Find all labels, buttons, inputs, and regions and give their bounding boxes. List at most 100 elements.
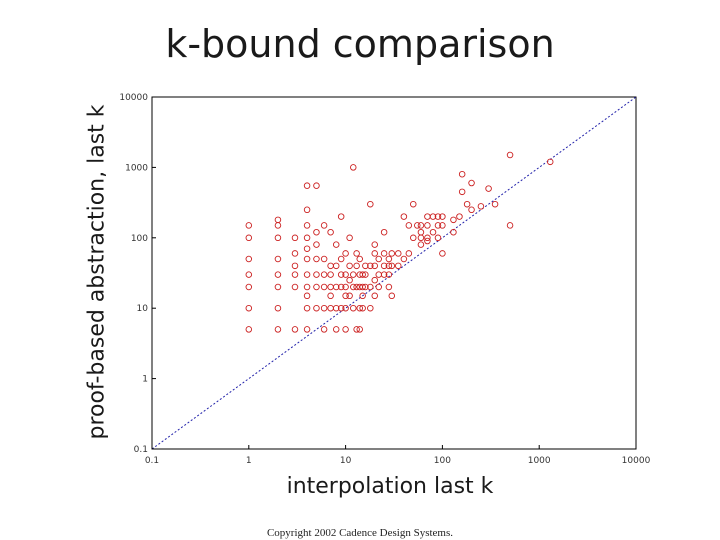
- scatter-point: [424, 234, 431, 242]
- scatter-point: [327, 228, 334, 236]
- scatter-point: [400, 213, 408, 220]
- scatter-point: [291, 271, 299, 278]
- scatter-point: [346, 262, 353, 270]
- scatter-point: [367, 304, 374, 312]
- copyright-text: Copyright 2002 Cadence Design Systems.: [266, 527, 454, 539]
- scatter-point: [410, 200, 417, 208]
- scatter-point: [332, 326, 340, 333]
- scatter-point: [327, 262, 334, 270]
- scatter-point: [327, 292, 334, 300]
- scatter-point: [424, 237, 431, 245]
- scatter-point: [380, 228, 388, 236]
- y-tick-label: 100: [131, 234, 148, 244]
- scatter-point: [303, 271, 311, 278]
- scatter-point: [353, 250, 360, 257]
- scatter-point: [313, 304, 320, 312]
- scatter-point: [337, 213, 345, 220]
- scatter-point: [458, 188, 466, 196]
- scatter-point: [245, 304, 253, 312]
- scatter-point: [320, 271, 328, 278]
- scatter-point: [429, 228, 437, 236]
- scatter-point: [313, 283, 320, 291]
- scatter-point: [350, 271, 357, 278]
- scatter-point: [424, 222, 431, 229]
- scatter-point: [303, 292, 311, 300]
- scatter-point: [375, 283, 382, 291]
- scatter-point: [313, 228, 320, 236]
- scatter-point: [439, 213, 446, 220]
- scatter-point: [245, 255, 253, 263]
- scatter-point: [353, 262, 360, 270]
- scatter-point: [303, 234, 311, 242]
- scatter-point: [375, 255, 382, 263]
- x-axis-label: interpolation last k: [286, 474, 494, 499]
- scatter-point: [371, 250, 378, 257]
- x-tick-label: 0.1: [145, 456, 159, 466]
- scatter-point: [342, 271, 349, 278]
- scatter-point: [303, 304, 311, 312]
- scatter-point: [332, 283, 340, 291]
- scatter-point: [327, 283, 334, 291]
- scatter-point: [388, 292, 396, 300]
- scatter-point: [362, 271, 369, 278]
- scatter-point: [346, 234, 353, 242]
- scatter-point: [485, 185, 492, 192]
- scatter-point: [274, 271, 282, 278]
- scatter-point: [468, 179, 475, 187]
- axis-ticks: 0.1 1 10 100 1000 10000 0.1 1 10 100 1000 10000: [119, 93, 650, 466]
- scatter-point: [434, 222, 442, 229]
- scatter-point: [303, 182, 311, 189]
- scatter-point: [359, 292, 366, 300]
- scatter-point: [468, 206, 475, 214]
- x-tick-label: 1000: [528, 456, 551, 466]
- scatter-point: [356, 326, 363, 333]
- scatter-point: [371, 276, 378, 284]
- scatter-point: [385, 271, 393, 278]
- scatter-point: [313, 271, 320, 278]
- scatter-point: [320, 326, 328, 333]
- scatter-point: [327, 271, 334, 278]
- plot-area-frame: [151, 96, 637, 450]
- y-tick-label: 10: [137, 304, 149, 314]
- reference-diagonal-line: [151, 96, 637, 450]
- scatter-point: [320, 283, 328, 291]
- scatter-point: [439, 222, 446, 229]
- scatter-point: [491, 200, 499, 208]
- scatter-point: [303, 255, 311, 263]
- y-tick-label: 10000: [119, 93, 148, 103]
- x-tick-label: 10000: [622, 456, 651, 466]
- scatter-point: [303, 283, 311, 291]
- scatter-point: [380, 271, 388, 278]
- scatter-point: [320, 255, 328, 263]
- scatter-point: [371, 241, 378, 248]
- scatter-point: [429, 213, 437, 220]
- scatter-point: [367, 262, 374, 270]
- scatter-point: [303, 222, 311, 229]
- scatter-point: [434, 213, 442, 220]
- scatter-point: [320, 304, 328, 312]
- scatter-point: [356, 304, 363, 312]
- x-tick-label: 100: [434, 456, 451, 466]
- scatter-point: [405, 222, 413, 229]
- scatter-point: [385, 255, 393, 263]
- scatter-point: [359, 271, 366, 278]
- scatter-point: [245, 283, 253, 291]
- scatter-point: [410, 234, 417, 242]
- scatter-point: [313, 182, 320, 189]
- scatter-point: [274, 234, 282, 242]
- scatter-point: [463, 200, 471, 208]
- scatter-point: [346, 292, 353, 300]
- scatter-point: [367, 200, 374, 208]
- scatter-point: [342, 326, 349, 333]
- scatter-point: [342, 304, 349, 312]
- scatter-point: [350, 283, 357, 291]
- scatter-point: [417, 234, 425, 242]
- scatter-point: [245, 234, 253, 242]
- scatter-point: [346, 276, 353, 284]
- scatter-point: [274, 304, 282, 312]
- scatter-point: [291, 262, 299, 270]
- scatter-point: [395, 262, 402, 270]
- scatter-point: [380, 250, 388, 257]
- scatter-point: [439, 250, 446, 257]
